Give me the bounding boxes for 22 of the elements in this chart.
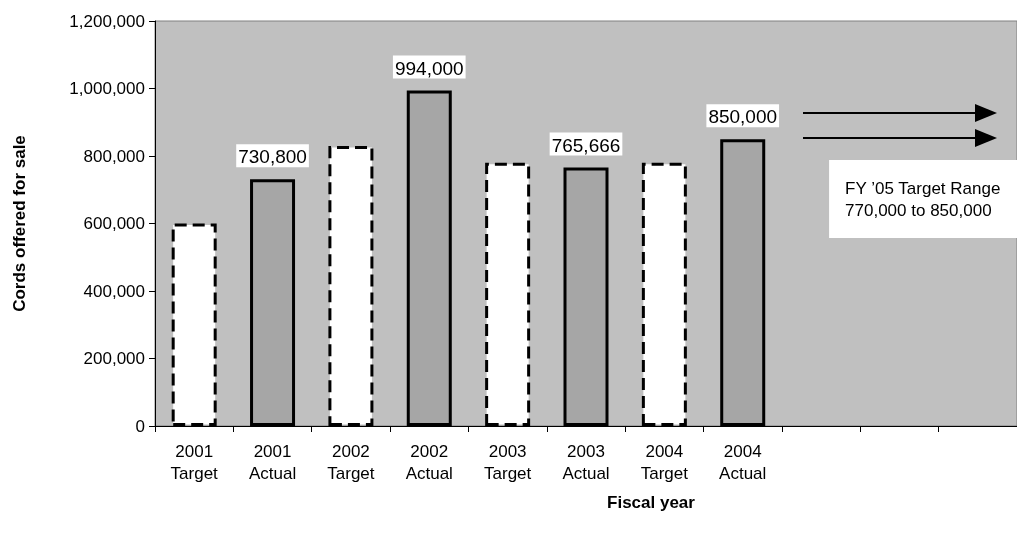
y-tick-label: 800,000 (83, 146, 145, 166)
x-tick-label: 2001 Actual (248, 441, 297, 483)
x-tick-label: 2004 Target (640, 441, 689, 483)
x-tick-label: 2004 Actual (719, 441, 767, 483)
x-tick-label: 2002 Actual (405, 441, 453, 483)
x-axis-title: Fiscal year (607, 493, 696, 512)
y-axis-title: Cords offered for sale (10, 135, 29, 312)
data-label: 994,000 (394, 57, 464, 79)
data-label: 850,000 (708, 106, 778, 128)
annotation: FY ’05 Target Range 770,000 to 850,000 (845, 178, 1001, 220)
y-tick-label: 200,000 (83, 349, 145, 368)
data-label: 765,666 (551, 134, 621, 156)
y-tick-label: 600,000 (83, 214, 145, 233)
y-tick-label: 1,200,000 (69, 11, 145, 31)
y-tick-label: 400,000 (83, 281, 145, 301)
x-tick-label: 2003 Target (484, 441, 532, 483)
y-tick-label: 1,000,000 (69, 79, 145, 98)
x-tick-label: 2003 Actual (562, 441, 610, 483)
data-label: 730,800 (238, 146, 307, 168)
x-tick-label: 2002 Target (327, 441, 375, 483)
x-tick-label: 2001 Target (170, 441, 219, 483)
y-tick-label: 0 (135, 416, 145, 436)
